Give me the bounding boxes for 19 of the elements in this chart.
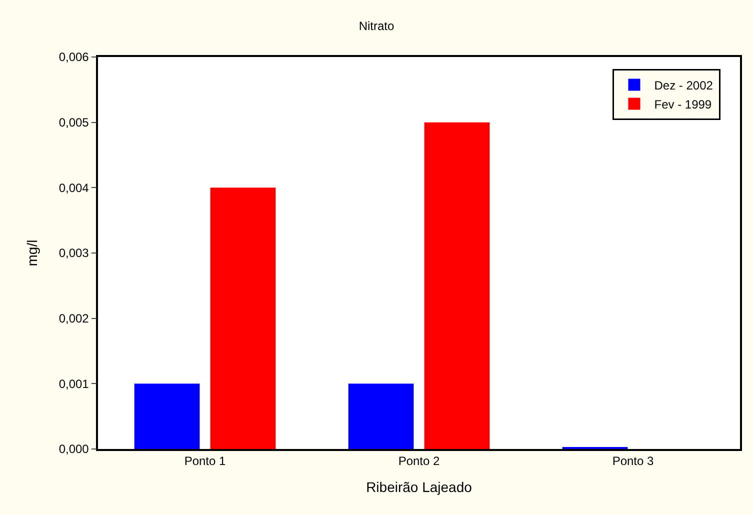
y-tick-label: 0,002	[58, 312, 90, 326]
x-tick-label: Ponto 1	[184, 454, 226, 468]
y-tick-label: 0,004	[58, 180, 90, 195]
bar	[424, 122, 490, 449]
y-tick-label: 0,000	[58, 442, 90, 456]
y-tick-label: 0,006	[58, 50, 90, 64]
x-tick-label: Ponto 3	[612, 454, 654, 468]
bar	[348, 384, 414, 449]
legend-label: Dez - 2002	[654, 78, 714, 92]
bar	[210, 188, 276, 449]
y-tick-label: 0,005	[58, 116, 90, 130]
legend-label: Fev - 1999	[654, 97, 712, 112]
y-tick-label: 0,003	[58, 246, 90, 260]
y-axis-title: mg/l	[24, 240, 40, 266]
bar	[134, 384, 200, 449]
x-tick-label: Ponto 2	[398, 454, 440, 468]
chart-title: Nitrato	[358, 18, 394, 33]
x-axis-title: Ribeirão Lajeado	[366, 478, 472, 495]
y-tick-label: 0,001	[58, 376, 90, 391]
